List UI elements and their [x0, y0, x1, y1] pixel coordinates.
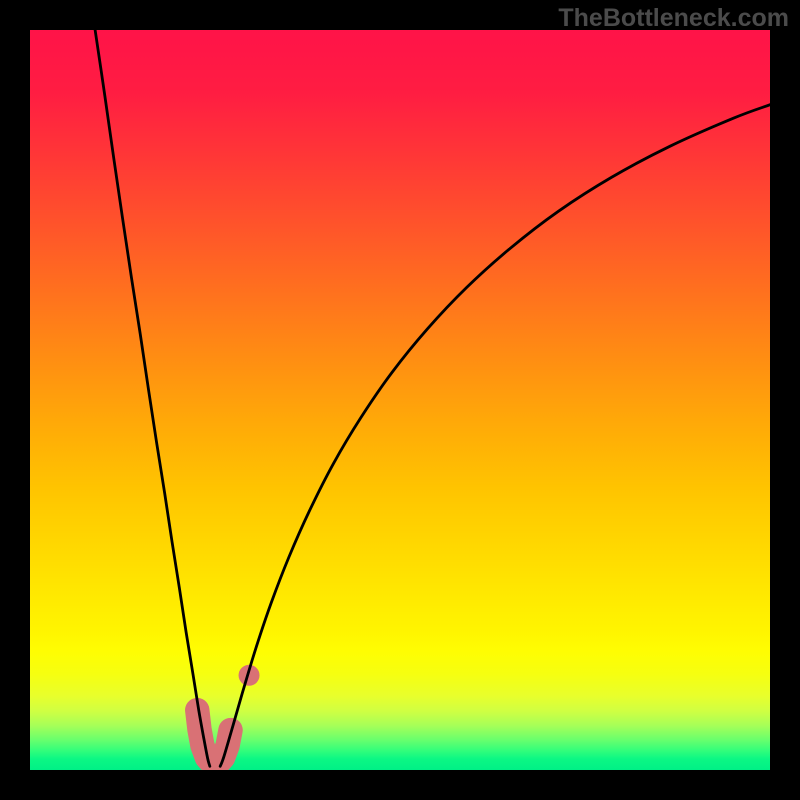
bottleneck-chart: TheBottleneck.com [0, 0, 800, 800]
plot-area [30, 30, 770, 770]
gradient-background [30, 30, 770, 770]
watermark-label: TheBottleneck.com [558, 4, 789, 32]
